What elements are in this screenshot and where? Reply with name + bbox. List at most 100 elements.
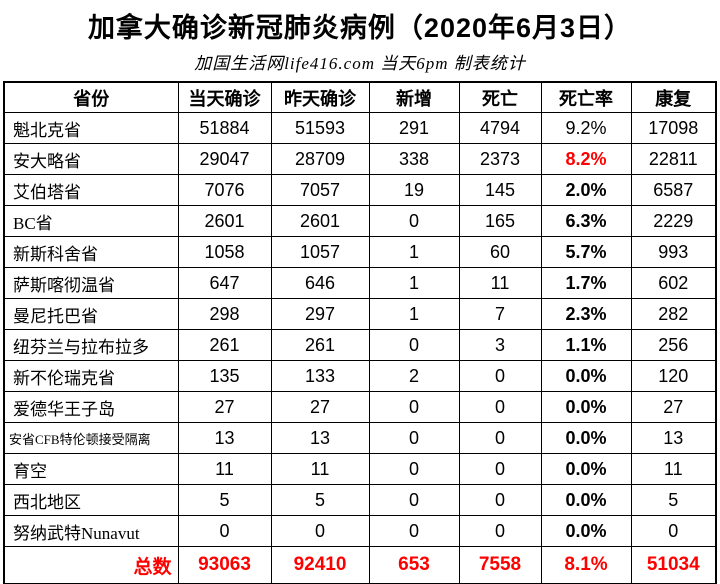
- value-cell: 0: [368, 329, 460, 361]
- value-cell: 51884: [177, 112, 272, 144]
- value-cell: 27: [270, 391, 370, 423]
- table-row: 纽芬兰与拉布拉多 261 261 0 3 1.1% 256: [3, 329, 717, 361]
- value-cell: 602: [630, 267, 717, 299]
- page-subtitle: 加国生活网life416.com 当天6pm 制表统计: [194, 54, 526, 73]
- death-rate-cell: 0.0%: [540, 453, 632, 485]
- death-rate-cell: 8.1%: [540, 546, 632, 584]
- value-cell: 22811: [630, 143, 717, 175]
- table-row: 魁北克省 51884 51593 291 4794 9.2% 17098: [3, 112, 717, 144]
- value-cell: 7: [458, 298, 542, 330]
- table-row: 西北地区 5 5 0 0 0.0% 5: [3, 484, 717, 516]
- value-cell: 338: [368, 143, 460, 175]
- province-name-cell: 安省CFB特伦顿接受隔离: [3, 422, 179, 454]
- value-cell: 0: [458, 391, 542, 423]
- table-row: 安省CFB特伦顿接受隔离 13 13 0 0 0.0% 13: [3, 422, 717, 454]
- death-rate-cell: 0.0%: [540, 360, 632, 392]
- column-header-5: 死亡率: [540, 81, 632, 113]
- table-row: 新斯科舍省 1058 1057 1 60 5.7% 993: [3, 236, 717, 268]
- value-cell: 165: [458, 205, 542, 237]
- value-cell: 0: [458, 422, 542, 454]
- province-name-cell: 西北地区: [3, 484, 179, 516]
- value-cell: 7558: [458, 546, 542, 584]
- column-header-0: 省份: [3, 81, 179, 113]
- value-cell: 28709: [270, 143, 370, 175]
- value-cell: 51593: [270, 112, 370, 144]
- value-cell: 1057: [270, 236, 370, 268]
- table-row: 育空 11 11 0 0 0.0% 11: [3, 453, 717, 485]
- value-cell: 0: [630, 515, 717, 547]
- value-cell: 51034: [630, 546, 717, 584]
- page: 加拿大确诊新冠肺炎病例（2020年6月3日） 加国生活网life416.com …: [0, 6, 720, 584]
- table-body: 魁北克省 51884 51593 291 4794 9.2% 17098 安大略省 29047 2…: [3, 112, 717, 584]
- table-row: 曼尼托巴省 298 297 1 7 2.3% 282: [3, 298, 717, 330]
- death-rate-cell: 0.0%: [540, 515, 632, 547]
- column-header-3: 新增: [368, 81, 460, 113]
- value-cell: 0: [368, 422, 460, 454]
- value-cell: 297: [270, 298, 370, 330]
- value-cell: 1: [368, 298, 460, 330]
- death-rate-cell: 9.2%: [540, 112, 632, 144]
- value-cell: 0: [368, 205, 460, 237]
- death-rate-cell: 8.2%: [540, 143, 632, 175]
- value-cell: 0: [458, 360, 542, 392]
- page-title: 加拿大确诊新冠肺炎病例（2020年6月3日）: [87, 13, 633, 43]
- table-row: BC省 2601 2601 0 165 6.3% 2229: [3, 205, 717, 237]
- value-cell: 291: [368, 112, 460, 144]
- value-cell: 0: [458, 484, 542, 516]
- province-name-cell: 爱德华王子岛: [3, 391, 179, 423]
- value-cell: 7057: [270, 174, 370, 206]
- column-header-2: 昨天确诊: [270, 81, 370, 113]
- value-cell: 1: [368, 236, 460, 268]
- value-cell: 5: [630, 484, 717, 516]
- value-cell: 261: [270, 329, 370, 361]
- value-cell: 2373: [458, 143, 542, 175]
- value-cell: 11: [458, 267, 542, 299]
- value-cell: 2: [368, 360, 460, 392]
- province-name-cell: 新斯科舍省: [3, 236, 179, 268]
- value-cell: 653: [368, 546, 460, 584]
- value-cell: 993: [630, 236, 717, 268]
- province-name-cell: 魁北克省: [3, 112, 179, 144]
- value-cell: 3: [458, 329, 542, 361]
- death-rate-cell: 2.0%: [540, 174, 632, 206]
- table-row: 安大略省 29047 28709 338 2373 8.2% 22811: [3, 143, 717, 175]
- value-cell: 2229: [630, 205, 717, 237]
- table-row: 爱德华王子岛 27 27 0 0 0.0% 27: [3, 391, 717, 423]
- province-name-cell: 安大略省: [3, 143, 179, 175]
- value-cell: 261: [177, 329, 272, 361]
- table-row: 努纳武特Nunavut 0 0 0 0 0.0% 0: [3, 515, 717, 547]
- value-cell: 13: [270, 422, 370, 454]
- value-cell: 29047: [177, 143, 272, 175]
- province-name-cell: 新不伦瑞克省: [3, 360, 179, 392]
- value-cell: 93063: [177, 546, 272, 584]
- value-cell: 135: [177, 360, 272, 392]
- value-cell: 1058: [177, 236, 272, 268]
- value-cell: 0: [177, 515, 272, 547]
- total-row: 总数 93063 92410 653 7558 8.1% 51034: [3, 546, 717, 584]
- death-rate-cell: 6.3%: [540, 205, 632, 237]
- value-cell: 145: [458, 174, 542, 206]
- value-cell: 11: [177, 453, 272, 485]
- value-cell: 2601: [270, 205, 370, 237]
- value-cell: 11: [270, 453, 370, 485]
- table-row: 新不伦瑞克省 135 133 2 0 0.0% 120: [3, 360, 717, 392]
- province-name-cell: 萨斯喀彻温省: [3, 267, 179, 299]
- value-cell: 0: [270, 515, 370, 547]
- value-cell: 120: [630, 360, 717, 392]
- value-cell: 92410: [270, 546, 370, 584]
- death-rate-cell: 0.0%: [540, 391, 632, 423]
- value-cell: 133: [270, 360, 370, 392]
- province-name-cell: 育空: [3, 453, 179, 485]
- death-rate-cell: 0.0%: [540, 484, 632, 516]
- province-name-cell: 纽芬兰与拉布拉多: [3, 329, 179, 361]
- table-row: 艾伯塔省 7076 7057 19 145 2.0% 6587: [3, 174, 717, 206]
- table-row: 萨斯喀彻温省 647 646 1 11 1.7% 602: [3, 267, 717, 299]
- value-cell: 256: [630, 329, 717, 361]
- value-cell: 27: [630, 391, 717, 423]
- value-cell: 4794: [458, 112, 542, 144]
- value-cell: 17098: [630, 112, 717, 144]
- province-name-cell: 曼尼托巴省: [3, 298, 179, 330]
- value-cell: 0: [368, 484, 460, 516]
- province-name-cell: 努纳武特Nunavut: [3, 515, 179, 547]
- death-rate-cell: 0.0%: [540, 422, 632, 454]
